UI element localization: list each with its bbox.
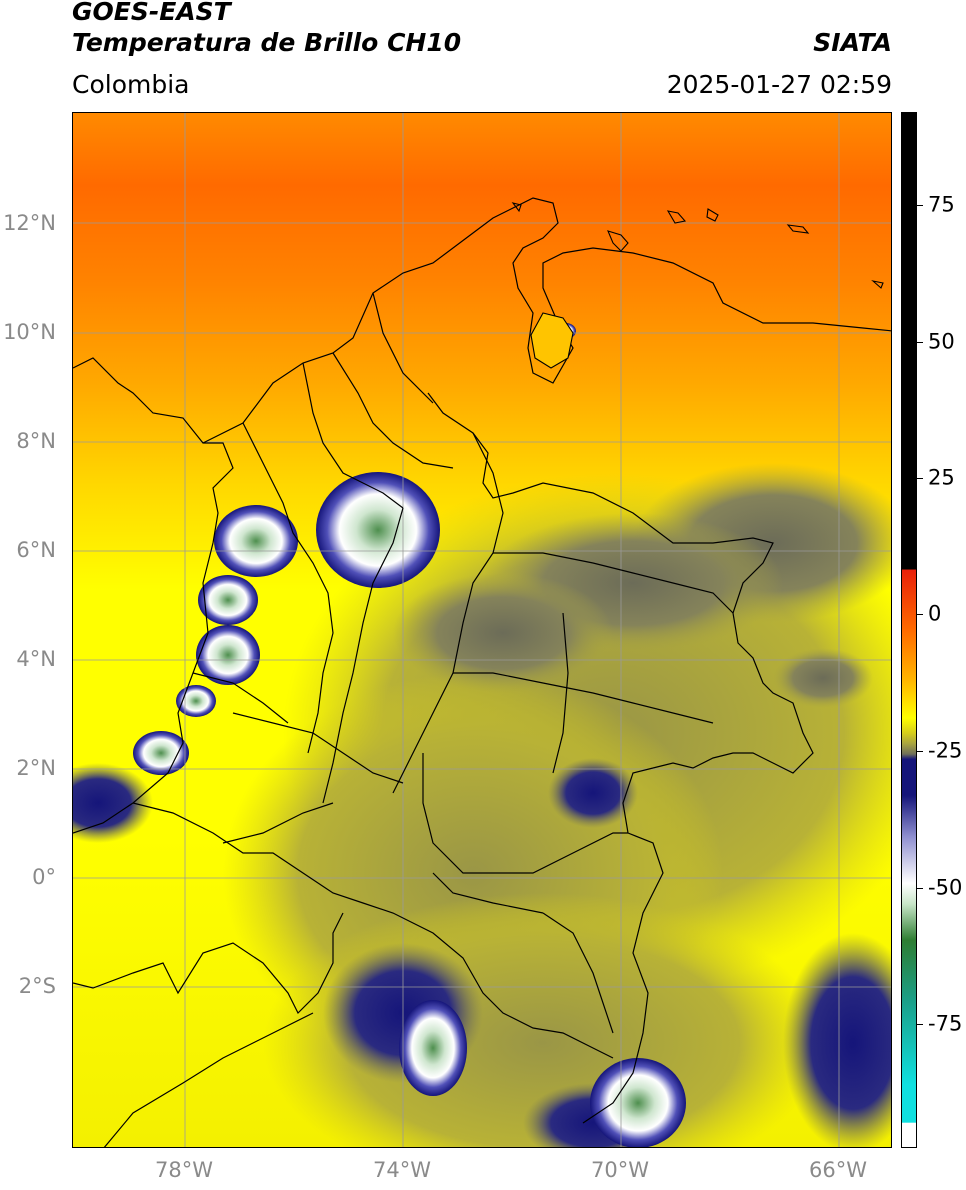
- colorbar-tick-mark: [917, 1024, 923, 1025]
- graticule: [73, 113, 891, 1147]
- colorbar-tick-25: 25: [928, 465, 955, 490]
- colorbar-tick-mark: [917, 205, 923, 206]
- blue-cloud-east: [783, 933, 891, 1147]
- storm-core-choco-south: [196, 625, 260, 685]
- colorbar-tick-mark: [917, 478, 923, 479]
- colorbar-tick-mark: [917, 751, 923, 752]
- colorbar-tick-neg50: -50: [928, 875, 963, 900]
- blue-cloud-pacific: [73, 763, 153, 843]
- lon-label-74w: 74°W: [373, 1158, 431, 1182]
- coastlines-borders: [73, 197, 891, 1147]
- colorbar-tick-mark: [917, 614, 923, 615]
- title-line-satellite: GOES-EAST: [72, 0, 231, 26]
- lat-label-4n: 4°N: [16, 647, 56, 671]
- agency-label: SIATA: [813, 28, 892, 57]
- colorbar-tick-neg75: -75: [928, 1011, 963, 1036]
- lake-maracaibo: [530, 312, 574, 369]
- colorbar: [901, 112, 917, 1148]
- colorbar-gradient: [902, 113, 916, 1147]
- storm-core-narino: [133, 731, 189, 775]
- colorbar-tick-neg25: -25: [928, 738, 963, 763]
- lat-label-2n: 2°N: [16, 756, 56, 780]
- storm-core-choco-mid: [198, 575, 258, 625]
- colorbar-tick-75: 75: [928, 192, 955, 217]
- lat-label-0: 0°: [32, 865, 56, 889]
- lon-label-78w: 78°W: [155, 1158, 213, 1182]
- lat-label-12n: 12°N: [3, 211, 56, 235]
- colorbar-tick-50: 50: [928, 329, 955, 354]
- storm-core-choco-north: [214, 505, 298, 577]
- satellite-map[interactable]: [72, 112, 892, 1148]
- colorbar-tick-mark: [917, 342, 923, 343]
- gray-cloud-west: [393, 573, 613, 693]
- blue-cloud-guaviare: [548, 758, 638, 828]
- lon-label-70w: 70°W: [591, 1158, 649, 1182]
- region-label: Colombia: [72, 70, 190, 99]
- islands: [511, 202, 884, 289]
- timestamp-label: 2025-01-27 02:59: [666, 70, 892, 99]
- colorbar-tick-0: 0: [928, 601, 942, 626]
- storm-core-putumayo: [399, 1000, 467, 1096]
- storm-core-antioquia: [316, 472, 440, 588]
- lon-label-66w: 66°W: [809, 1158, 867, 1182]
- storm-core-amazonas: [590, 1058, 686, 1147]
- lat-label-10n: 10°N: [3, 320, 56, 344]
- map-canvas: [73, 113, 891, 1147]
- gray-cloud-small: [773, 648, 873, 708]
- lat-label-8n: 8°N: [16, 429, 56, 453]
- colorbar-tick-mark: [917, 888, 923, 889]
- map-title: GOES-EAST Temperatura de Brillo CH10: [72, 0, 461, 58]
- lat-label-2s: 2°S: [18, 974, 56, 998]
- title-line-product: Temperatura de Brillo CH10: [72, 28, 462, 57]
- lat-label-6n: 6°N: [16, 538, 56, 562]
